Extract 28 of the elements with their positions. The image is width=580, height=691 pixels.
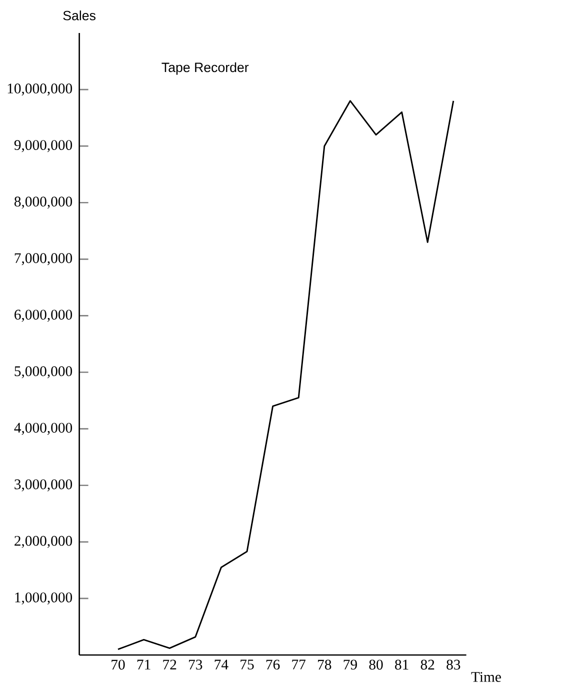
x-tick-label: 77 [292, 660, 306, 670]
y-tick-label: 4,000,000 [14, 422, 72, 435]
y-tick-label: 9,000,000 [14, 140, 72, 152]
y-tick-label: 1,000,000 [15, 592, 72, 604]
x-tick-label: 76 [266, 660, 280, 670]
y-tick-label: 7,000,000 [14, 253, 72, 266]
x-tick-label: 80 [369, 660, 383, 670]
y-tick-label: 8,000,000 [14, 196, 72, 209]
y-axis-title: Sales [63, 10, 96, 20]
x-tick-label: 74 [214, 660, 228, 670]
y-tick-label: 5,000,000 [14, 366, 72, 378]
y-tick-label: 10,000,000 [8, 84, 72, 96]
x-tick-label: 81 [395, 660, 408, 670]
y-tick-label: 6,000,000 [14, 310, 72, 322]
x-tick-label: 75 [240, 660, 254, 670]
x-tick-label: 71 [137, 660, 150, 670]
x-tick-label: 83 [446, 660, 460, 670]
x-axis-title: Time [471, 672, 501, 682]
x-tick-label: 72 [163, 660, 176, 670]
x-tick-label: 82 [420, 660, 434, 670]
x-tick-label: 78 [318, 660, 332, 670]
x-tick-label: 70 [112, 660, 125, 670]
y-tick-label: 2,000,000 [14, 536, 72, 548]
y-tick-label: 3,000,000 [14, 479, 72, 492]
x-tick-label: 79 [344, 660, 357, 670]
x-tick-label: 73 [189, 660, 202, 670]
line-series [117, 100, 454, 650]
text: Tape Recorder [162, 62, 249, 75]
